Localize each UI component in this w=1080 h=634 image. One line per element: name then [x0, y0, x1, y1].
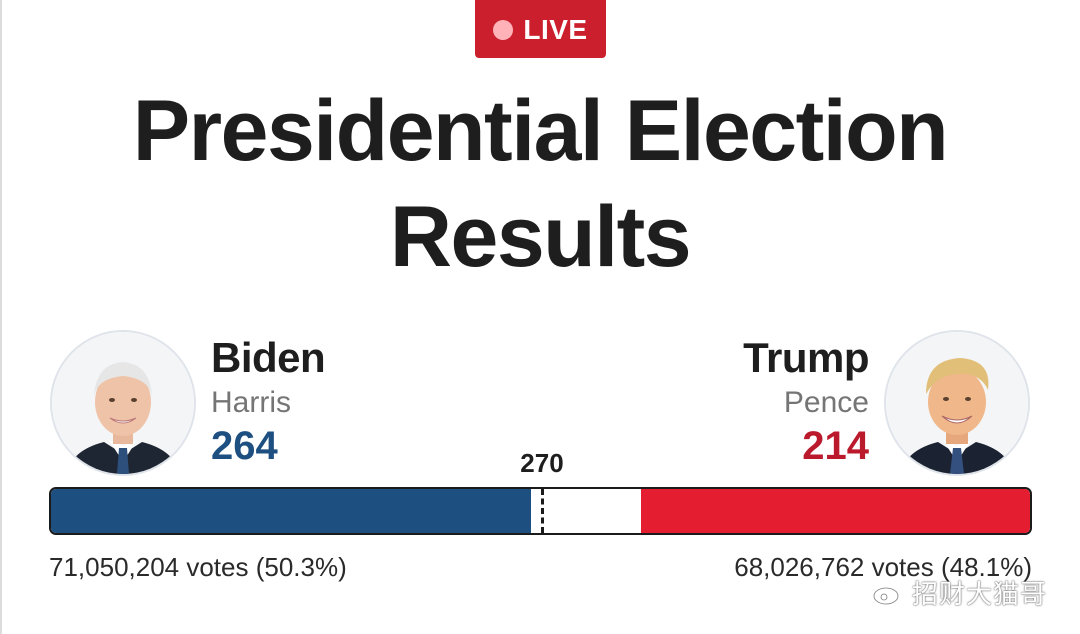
live-badge-label: LIVE — [523, 14, 588, 45]
page-title-line1: Presidential Election — [132, 83, 949, 179]
bar-fill-right — [641, 489, 1030, 533]
page-title: Presidential Election Results — [0, 78, 1080, 290]
weibo-logo-icon — [872, 581, 905, 605]
page-title-line2: Results — [389, 189, 692, 285]
electoral-vote-bar — [49, 487, 1032, 535]
threshold-label: 270 — [520, 448, 564, 478]
left-border-line — [0, 0, 2, 634]
portrait-biden-icon — [52, 332, 194, 474]
threshold-marker-line — [541, 489, 544, 533]
candidate-right-avatar — [884, 330, 1030, 476]
candidate-left-electoral-votes: 264 — [211, 424, 278, 468]
watermark-text: 招财大猫哥 — [912, 579, 1048, 609]
live-badge: LIVE — [475, 0, 606, 58]
portrait-trump-icon — [886, 332, 1028, 474]
candidate-left-popular-votes: 71,050,204 votes (50.3%) — [49, 552, 347, 582]
candidate-right-info: Trump Pence 214 — [743, 334, 869, 468]
candidate-left-name: Biden — [211, 334, 326, 381]
watermark: 招财大猫哥 — [872, 574, 1047, 611]
bar-fill-left — [51, 489, 531, 533]
candidate-right-electoral-votes: 214 — [802, 424, 869, 468]
candidate-right-popular-votes: 68,026,762 votes (48.1%) — [734, 552, 1032, 582]
candidate-left-running-mate: Harris — [211, 386, 291, 419]
live-dot-icon — [493, 20, 514, 40]
candidate-left-avatar — [50, 330, 196, 476]
candidate-left-info: Biden Harris 264 — [211, 334, 326, 468]
candidate-right-running-mate: Pence — [783, 386, 869, 419]
candidate-right-name: Trump — [743, 334, 869, 381]
